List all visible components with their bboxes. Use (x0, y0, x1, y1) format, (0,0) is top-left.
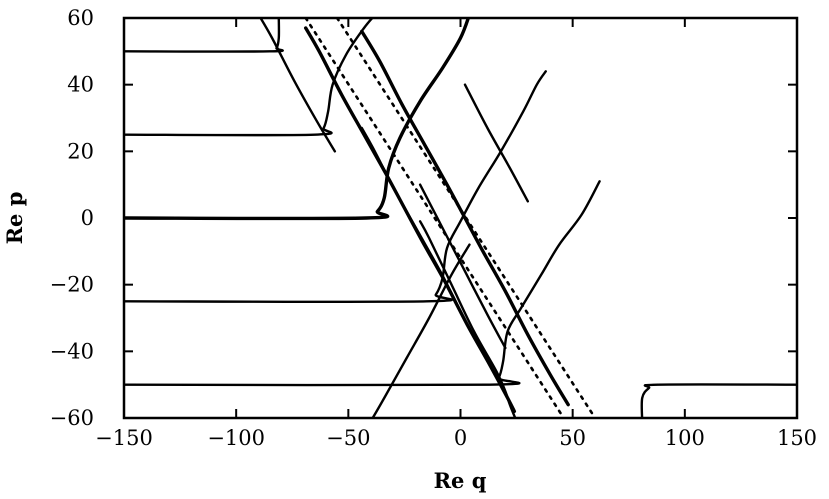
x-axis-label: Re q (434, 468, 487, 493)
x-ticks: −150 −100 −50 0 50 100 150 (95, 18, 817, 450)
x-tick-label: 0 (454, 426, 467, 450)
contour-curve-9 (259, 18, 337, 153)
y-tick-label: −60 (50, 406, 94, 430)
x-tick-label: −100 (207, 426, 265, 450)
x-tick-label: 150 (777, 426, 817, 450)
contour-curve-1 (124, 18, 374, 137)
x-tick-label: 100 (665, 426, 705, 450)
y-tick-label: −40 (50, 339, 94, 363)
dotted-line-15 (335, 18, 597, 418)
y-tick-label: 40 (67, 73, 94, 97)
contour-curve-4 (124, 180, 601, 387)
contour-curve-13 (463, 83, 529, 203)
contour-curve-3 (124, 70, 547, 304)
curves-layer (124, 18, 797, 418)
x-tick-label: 50 (559, 426, 586, 450)
y-tick-label: −20 (50, 273, 94, 297)
y-axis-label: Re p (2, 192, 27, 245)
contour-curve-0 (124, 18, 284, 53)
y-ticks: 60 40 20 0 −20 −40 −60 (50, 6, 797, 430)
x-tick-label: −50 (326, 426, 370, 450)
contour-curve-11 (418, 183, 507, 350)
contour-curve-6 (418, 220, 517, 418)
contour-curve-8 (304, 26, 517, 414)
y-tick-label: 20 (67, 139, 94, 163)
contour-curve-2 (124, 18, 471, 221)
x-tick-label: −150 (95, 426, 153, 450)
contour-curve-10 (371, 243, 471, 418)
y-tick-label: 60 (67, 6, 94, 30)
dotted-line-14 (304, 18, 565, 418)
contour-curve-5 (640, 383, 797, 418)
y-tick-label: 0 (81, 206, 94, 230)
